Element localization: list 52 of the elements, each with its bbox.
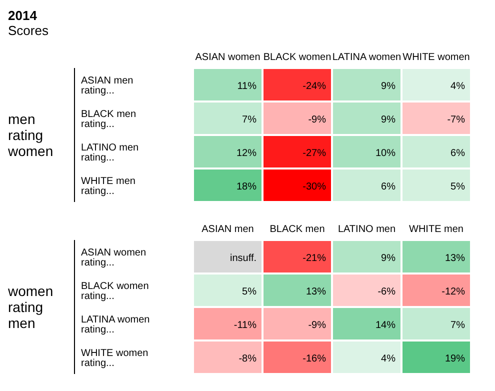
- text: Scores: [8, 23, 50, 38]
- data-label: -21%: [302, 252, 326, 264]
- x-tick-label: WHITE men: [409, 224, 464, 235]
- data-label: 13%: [306, 286, 326, 298]
- x-tick-label: ASIAN women: [195, 52, 260, 63]
- data-label: 14%: [375, 320, 396, 331]
- data-label: 13%: [444, 252, 466, 264]
- y-tick-label: LATINO men rating...: [81, 142, 139, 164]
- data-label: 7%: [450, 320, 466, 331]
- y-axis-title: women rating men: [8, 283, 54, 331]
- data-label: -11%: [234, 320, 257, 331]
- data-label: -24%: [302, 80, 326, 92]
- y-tick-label: ASIAN men rating...: [81, 75, 134, 96]
- data-label: 10%: [375, 148, 396, 159]
- data-label: 7%: [242, 114, 257, 126]
- y-tick-label: BLACK women rating...: [81, 280, 149, 302]
- x-tick-label: BLACK men: [270, 224, 325, 235]
- x-tick-label: LATINO men: [338, 224, 396, 235]
- data-label: 5%: [450, 181, 466, 192]
- data-label: -8%: [238, 353, 257, 364]
- data-label: 9%: [381, 80, 396, 92]
- data-label: 18%: [236, 181, 257, 192]
- x-tick-label: ASIAN men: [202, 224, 254, 235]
- data-label: 5%: [242, 286, 257, 298]
- y-tick-label: WHITE men rating...: [81, 176, 136, 197]
- text: 2014: [8, 8, 38, 23]
- y-tick-label: BLACK men rating...: [81, 108, 136, 130]
- data-label: 6%: [450, 148, 466, 159]
- x-tick-label: BLACK women: [263, 52, 332, 63]
- data-label: 11%: [237, 80, 257, 92]
- text: insuff.: [230, 252, 256, 264]
- data-label: -27%: [302, 148, 326, 159]
- data-label: 6%: [381, 181, 396, 192]
- data-label: -9%: [308, 114, 326, 126]
- x-tick-label: LATINA women: [332, 52, 402, 63]
- data-label: 9%: [381, 252, 396, 264]
- data-label: -30%: [302, 181, 326, 192]
- data-label: -9%: [308, 320, 326, 331]
- data-label: -6%: [378, 286, 396, 298]
- data-label: 9%: [381, 114, 396, 126]
- data-label: -12%: [442, 286, 466, 298]
- y-axis-title: men rating women: [8, 111, 54, 159]
- y-tick-label: ASIAN women rating...: [81, 247, 146, 268]
- data-label: -16%: [302, 353, 326, 364]
- y-tick-label: WHITE women rating...: [81, 348, 148, 369]
- x-tick-label: WHITE women: [402, 52, 470, 63]
- data-label: 4%: [381, 353, 396, 364]
- data-label: 19%: [444, 353, 466, 364]
- y-tick-label: LATINA women rating...: [81, 314, 150, 336]
- data-label: -7%: [447, 114, 466, 126]
- data-label: 12%: [236, 148, 257, 159]
- data-label: 4%: [450, 80, 466, 92]
